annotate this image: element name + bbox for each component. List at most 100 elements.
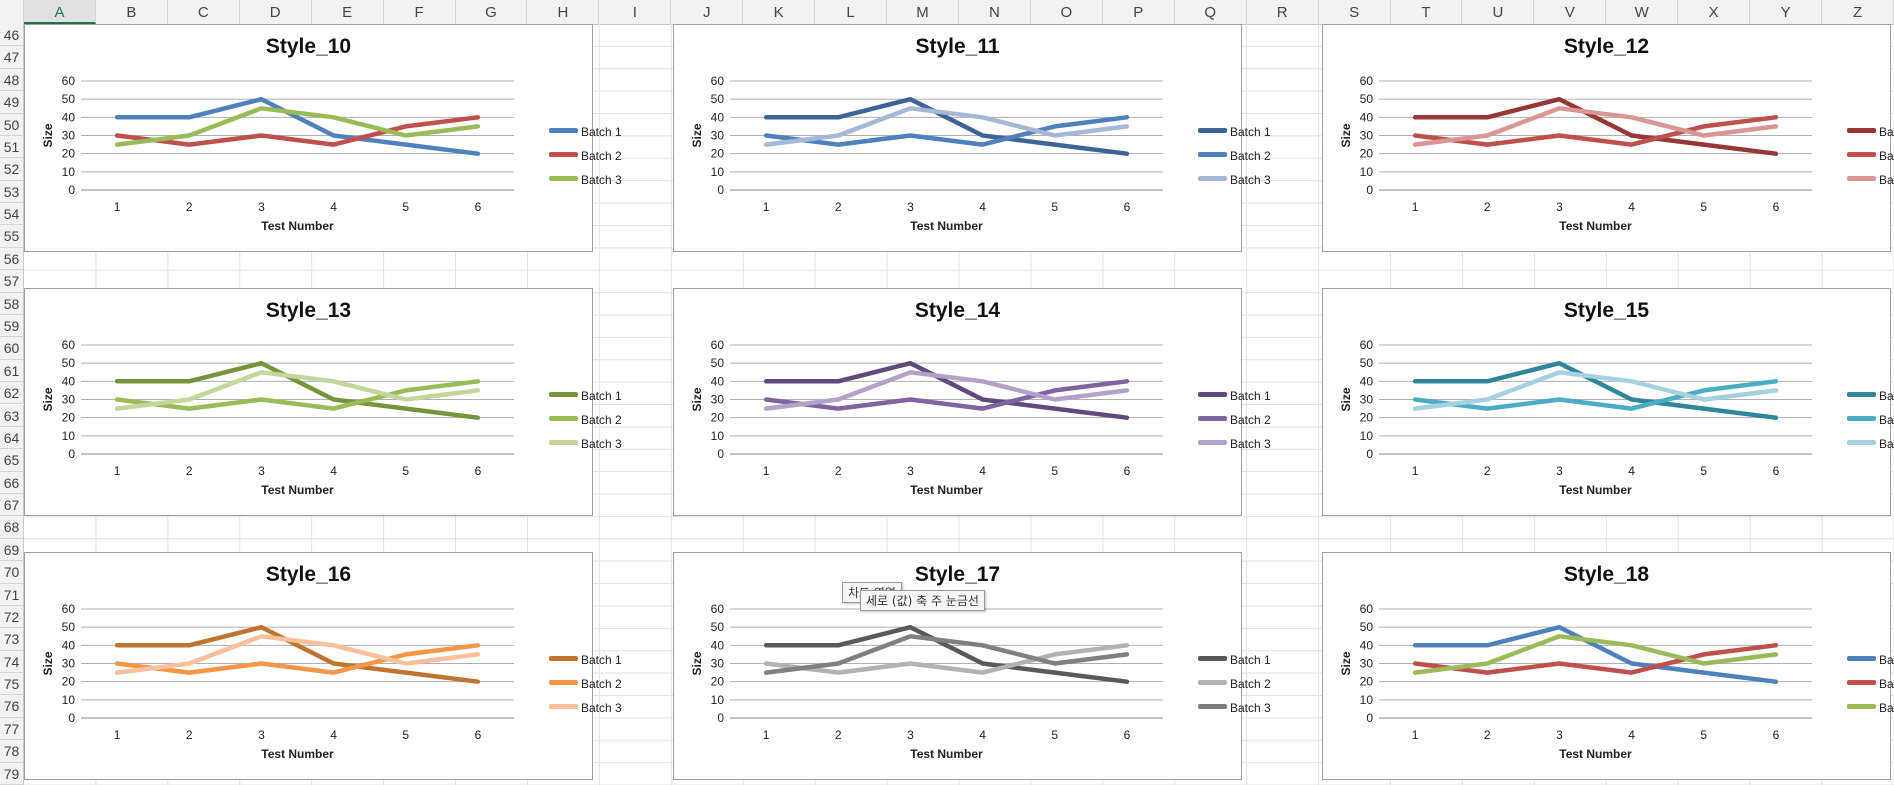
row-header-58[interactable]: 58 [0,292,24,315]
series-line-batch-3[interactable] [114,370,481,411]
column-header-r[interactable]: R [1247,0,1319,24]
row-header-49[interactable]: 49 [0,91,24,114]
series-line-batch-1[interactable] [763,360,1130,420]
column-header-c[interactable]: C [168,0,240,24]
row-header-65[interactable]: 65 [0,449,24,472]
legend-item-batch-2[interactable]: Batch 2 [1847,147,1894,171]
legend-item-batch-2[interactable]: Batch 2 [549,411,622,435]
column-header-s[interactable]: S [1319,0,1391,24]
legend-item-batch-3[interactable]: Batch 3 [549,435,622,459]
chart-legend[interactable]: Batch 1 Batch 2 Batch 3 [1847,123,1894,195]
series-line-batch-2[interactable] [763,379,1130,411]
legend-item-batch-2[interactable]: Batch 2 [549,675,622,699]
legend-item-batch-1[interactable]: Batch 1 [1847,651,1894,675]
series-line-batch-2[interactable] [763,643,1130,675]
column-header-v[interactable]: V [1534,0,1607,24]
series-line-batch-2[interactable] [763,115,1130,147]
column-header-e[interactable]: E [312,0,384,24]
legend-item-batch-1[interactable]: Batch 1 [549,651,622,675]
legend-item-batch-3[interactable]: Batch 3 [1198,435,1271,459]
column-header-b[interactable]: B [96,0,168,24]
row-header-48[interactable]: 48 [0,68,24,92]
series-line-batch-1[interactable] [1412,96,1779,156]
series-line-batch-3[interactable] [1412,634,1779,675]
row-header-71[interactable]: 71 [0,583,24,606]
series-line-batch-2[interactable] [1412,643,1779,675]
row-header-66[interactable]: 66 [0,471,24,495]
legend-item-batch-3[interactable]: Batch 3 [1847,171,1894,195]
column-header-l[interactable]: L [815,0,888,24]
row-header-52[interactable]: 52 [0,158,24,181]
column-header-g[interactable]: G [456,0,528,24]
legend-item-batch-2[interactable]: Batch 2 [1847,411,1894,435]
column-header-i[interactable]: I [599,0,672,24]
column-header-z[interactable]: Z [1822,0,1894,24]
column-header-f[interactable]: F [384,0,456,24]
column-header-w[interactable]: W [1606,0,1679,24]
legend-item-batch-2[interactable]: Batch 2 [1198,411,1271,435]
legend-item-batch-3[interactable]: Batch 3 [1847,435,1894,459]
column-header-u[interactable]: U [1462,0,1535,24]
series-line-batch-1[interactable] [763,624,1130,684]
legend-item-batch-3[interactable]: Batch 3 [1198,171,1271,195]
legend-item-batch-3[interactable]: Batch 3 [1198,699,1271,723]
chart-legend[interactable]: Batch 1 Batch 2 Batch 3 [1847,651,1894,723]
legend-item-batch-2[interactable]: Batch 2 [1847,675,1894,699]
row-header-55[interactable]: 55 [0,225,24,248]
column-header-m[interactable]: M [887,0,959,24]
select-all-corner[interactable] [0,0,24,24]
row-header-79[interactable]: 79 [0,762,24,785]
series-line-batch-1[interactable] [763,96,1130,156]
chart-style-11[interactable]: Style_11 0 10 20 30 40 50 60 1 2 3 4 5 6 Test Number Si… [673,24,1271,252]
series-line-batch-1[interactable] [1412,360,1779,420]
legend-item-batch-1[interactable]: Batch 1 [1198,387,1271,411]
legend-item-batch-3[interactable]: Batch 3 [549,699,622,723]
row-header-56[interactable]: 56 [0,247,24,271]
row-header-73[interactable]: 73 [0,628,24,651]
chart-legend[interactable]: Batch 1 Batch 2 Batch 3 [1847,387,1894,459]
legend-item-batch-2[interactable]: Batch 2 [1198,675,1271,699]
series-line-batch-1[interactable] [114,624,481,684]
series-line-batch-2[interactable] [114,115,481,147]
column-header-t[interactable]: T [1391,0,1463,24]
chart-legend[interactable]: Batch 1 Batch 2 Batch 3 [1198,123,1271,195]
chart-legend[interactable]: Batch 1 Batch 2 Batch 3 [549,123,622,195]
row-header-63[interactable]: 63 [0,404,24,427]
row-header-69[interactable]: 69 [0,538,24,562]
chart-style-15[interactable]: Style_15 0 10 20 30 40 50 60 1 2 3 4 5 6 Test Number Si… [1322,288,1894,516]
legend-item-batch-1[interactable]: Batch 1 [549,387,622,411]
column-header-j[interactable]: J [671,0,744,24]
chart-style-16[interactable]: Style_16 0 10 20 30 40 50 60 1 2 3 4 5 6 Test Number Si… [24,552,622,780]
row-header-68[interactable]: 68 [0,516,24,539]
column-header-k[interactable]: K [743,0,816,24]
row-header-78[interactable]: 78 [0,740,24,763]
legend-item-batch-3[interactable]: Batch 3 [549,171,622,195]
row-header-67[interactable]: 67 [0,494,24,517]
legend-item-batch-1[interactable]: Batch 1 [1198,123,1271,147]
chart-legend[interactable]: Batch 1 Batch 2 Batch 3 [549,651,622,723]
chart-style-10[interactable]: Style_10 0 10 20 30 40 50 60 1 2 3 4 5 6 Test Number Si… [24,24,622,252]
column-header-d[interactable]: D [240,0,312,24]
chart-style-12[interactable]: Style_12 0 10 20 30 40 50 60 1 2 3 4 5 6 Test Number Si… [1322,24,1894,252]
legend-item-batch-3[interactable]: Batch 3 [1847,699,1894,723]
row-header-46[interactable]: 46 [0,24,24,47]
column-header-x[interactable]: X [1678,0,1751,24]
legend-item-batch-1[interactable]: Batch 1 [549,123,622,147]
column-header-p[interactable]: P [1103,0,1175,24]
series-line-batch-1[interactable] [114,360,481,420]
column-header-h[interactable]: H [527,0,600,24]
series-line-batch-3[interactable] [1412,370,1779,411]
legend-item-batch-1[interactable]: Batch 1 [1847,387,1894,411]
series-line-batch-1[interactable] [114,96,481,156]
series-line-batch-3[interactable] [114,106,481,147]
row-header-75[interactable]: 75 [0,673,24,696]
row-header-51[interactable]: 51 [0,135,24,159]
row-header-76[interactable]: 76 [0,695,24,718]
series-line-batch-3[interactable] [763,634,1130,675]
column-header-a[interactable]: A [24,0,96,24]
legend-item-batch-2[interactable]: Batch 2 [549,147,622,171]
series-line-batch-2[interactable] [1412,379,1779,411]
row-header-53[interactable]: 53 [0,180,24,204]
row-header-62[interactable]: 62 [0,382,24,405]
series-line-batch-3[interactable] [763,370,1130,411]
